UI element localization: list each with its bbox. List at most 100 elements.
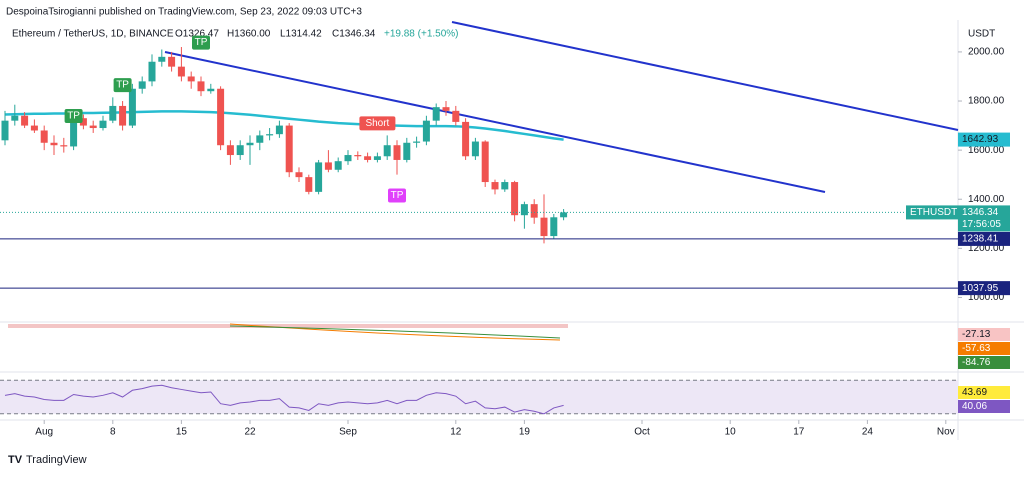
ohlc-high: H1360.00	[227, 29, 271, 40]
brand: TradingView	[26, 454, 87, 466]
candle-body	[344, 155, 352, 162]
last-price-label: 1346.34	[962, 207, 999, 218]
candle-body	[324, 162, 332, 170]
candle-body	[138, 81, 146, 89]
candle-body	[560, 212, 568, 218]
candle-body	[148, 61, 156, 82]
ma-label: 1642.93	[962, 134, 999, 145]
candle-body	[11, 115, 19, 121]
ohlc-close: C1346.34	[332, 29, 376, 40]
candle-body	[354, 155, 362, 157]
x-tick-label: Sep	[339, 427, 357, 438]
ma-tag	[958, 132, 1010, 147]
candle-body	[491, 182, 499, 190]
candle-body	[266, 134, 274, 136]
candle-body	[383, 145, 391, 157]
candle-body	[128, 88, 136, 126]
candle-body	[158, 56, 166, 62]
signal-label: TP	[195, 37, 208, 48]
candle-body	[256, 135, 264, 143]
y-tick-label: 1000.00	[968, 292, 1005, 303]
candle-body	[373, 156, 381, 160]
candle-body	[1, 120, 9, 141]
candle-body	[403, 142, 411, 160]
candle-body	[246, 142, 254, 146]
candle-body	[530, 204, 538, 218]
trend-line	[451, 21, 959, 131]
signal-marker	[64, 109, 83, 124]
candle-body	[540, 217, 548, 237]
candle-body	[511, 182, 519, 216]
rsi-label: 40.06	[962, 401, 987, 412]
x-tick-label: Oct	[634, 427, 650, 438]
x-tick-label: 15	[176, 427, 188, 438]
moving-average	[4, 110, 564, 141]
candle-body	[40, 130, 48, 143]
symbol-label: ETHUSDT	[910, 207, 957, 218]
candle-body	[315, 162, 323, 192]
signal-label: TP	[391, 190, 404, 201]
candle-body	[21, 115, 29, 126]
ohlc-open: O1326.47	[175, 29, 219, 40]
x-tick-label: 24	[862, 427, 874, 438]
rsi-label: 43.69	[962, 387, 987, 398]
candle-body	[393, 145, 401, 160]
countdown: 17:56:05	[962, 219, 1001, 230]
x-tick-label: 12	[450, 427, 462, 438]
ohlc-low: L1314.42	[280, 29, 322, 40]
candle-body	[481, 141, 489, 183]
signal-marker	[359, 116, 396, 131]
candle-body	[422, 120, 430, 142]
macd-label: -84.76	[962, 357, 991, 368]
candle-body	[275, 125, 283, 135]
macd-tag	[958, 328, 1010, 341]
trend-line	[164, 51, 826, 193]
level-tag	[958, 281, 1010, 296]
candle-body	[60, 145, 68, 147]
signal-marker	[192, 35, 210, 50]
level-tag	[958, 231, 1010, 246]
macd-label: -27.13	[962, 329, 991, 340]
candle-body	[550, 217, 558, 237]
x-tick-label: Aug	[35, 427, 53, 438]
candle-body	[236, 145, 244, 156]
x-tick-label: Nov	[937, 427, 955, 438]
macd-tag	[958, 342, 1010, 355]
rsi-tag	[958, 400, 1010, 413]
currency: USDT	[968, 29, 995, 40]
candle-body	[217, 88, 225, 146]
candle-body	[30, 125, 38, 131]
y-tick-label: 1800.00	[968, 96, 1005, 107]
candle-body	[520, 204, 528, 216]
candle-body	[413, 141, 421, 143]
candle-body	[79, 118, 87, 126]
candle-body	[501, 182, 509, 190]
signal-marker	[113, 78, 132, 93]
candle-body	[305, 177, 313, 192]
level-label: 1037.95	[962, 283, 999, 294]
candle-body	[285, 125, 293, 173]
candle-body	[432, 107, 440, 121]
signal-label: Short	[365, 118, 389, 129]
candle-body	[442, 107, 450, 111]
signal-label: TP	[67, 111, 80, 122]
candle-body	[334, 161, 342, 170]
y-tick-label: 2000.00	[968, 47, 1005, 58]
candle-body	[462, 121, 470, 157]
macd-tag	[958, 356, 1010, 369]
x-tick-label: 10	[725, 427, 737, 438]
candle-body	[89, 125, 97, 129]
macd-label: -57.63	[962, 343, 991, 354]
ohlc-change: +19.88 (+1.50%)	[384, 29, 459, 40]
candle-body	[50, 142, 58, 146]
candle-body	[109, 105, 117, 121]
y-tick-label: 1400.00	[968, 194, 1005, 205]
candle-body	[452, 110, 460, 122]
candle-body	[168, 56, 176, 67]
last-price-tag	[958, 205, 1010, 232]
y-tick-label: 1600.00	[968, 145, 1005, 156]
y-tick-label: 1200.00	[968, 243, 1005, 254]
candle-body	[70, 118, 78, 147]
candle-body	[187, 76, 195, 82]
